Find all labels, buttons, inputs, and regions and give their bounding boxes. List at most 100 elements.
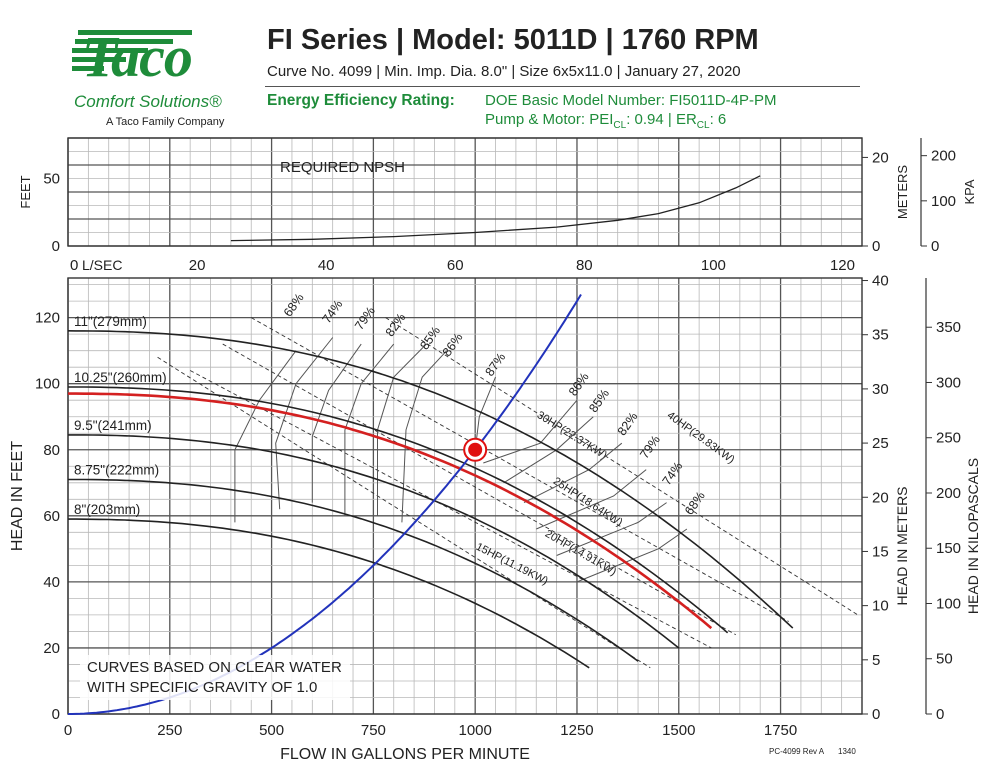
note-line-2: WITH SPECIFIC GRAVITY OF 1.0: [87, 679, 317, 696]
logo-family-text: A Taco Family Company: [106, 116, 225, 128]
curve-subtitle: Curve No. 4099 | Min. Imp. Dia. 8.0" | S…: [267, 63, 741, 80]
lsec-tick-label: 40: [318, 257, 335, 274]
impeller-curve: [68, 434, 680, 649]
hp-dashed-line: [251, 317, 789, 622]
kpa-tick-label: 350: [936, 319, 961, 336]
lsec-label: L/SEC: [82, 257, 122, 273]
note-background: [80, 655, 350, 700]
lsec-tick-label: 20: [189, 257, 206, 274]
operating-point-marker: [468, 442, 483, 457]
npsh-kpa-label: KPA: [962, 179, 977, 204]
npsh-meters-tick-label: 0: [872, 238, 880, 255]
kpa-tick-label: 300: [936, 374, 961, 391]
er-subscript: CL: [696, 120, 710, 131]
impeller-label: 11"(279mm): [74, 314, 147, 329]
y-tick-label: 0: [52, 706, 60, 723]
footer-number: 1340: [838, 747, 856, 756]
system-curve: [68, 293, 582, 715]
npsh-title: REQUIRED NPSH: [280, 159, 405, 176]
efficiency-label: 85%: [417, 324, 443, 353]
lsec-tick-label: 60: [447, 257, 464, 274]
y-tick-label: 120: [35, 310, 60, 327]
footer-code: PC-4099 Rev A: [769, 747, 825, 756]
efficiency-contour: [344, 343, 395, 516]
x-axis-label: FLOW IN GALLONS PER MINUTE: [280, 746, 530, 763]
npsh-y-tick: 50: [43, 171, 60, 188]
meters-axis-label: HEAD IN METERS: [894, 486, 910, 605]
impeller-label: 10.25"(260mm): [74, 370, 167, 385]
y-tick-label: 80: [43, 442, 60, 459]
efficiency-label: 82%: [383, 311, 409, 340]
logo-stripes-icon: [72, 30, 192, 71]
efficiency-label: 68%: [682, 489, 708, 518]
er-value: : 6: [709, 111, 727, 128]
impeller-curve: [68, 518, 590, 669]
efficiency-label: 79%: [352, 304, 378, 333]
efficiency-contour: [275, 337, 334, 510]
hp-dashed-line: [222, 343, 736, 636]
lsec-tick-label: 100: [701, 257, 726, 274]
y-axis-label: HEAD IN FEET: [9, 441, 26, 551]
logo-wordmark: Taco: [82, 24, 193, 89]
lsec-tick-label: 80: [576, 257, 593, 274]
efficiency-label: 87%: [482, 350, 508, 379]
impeller-curve: [67, 330, 794, 629]
main-frame: [67, 277, 863, 715]
note-line-1: CURVES BASED ON CLEAR WATER: [87, 659, 342, 676]
x-tick-label: 1500: [662, 722, 695, 739]
doe-model-number: DOE Basic Model Number: FI5011D-4P-PM: [485, 92, 777, 109]
npsh-y-tick: 0: [52, 238, 60, 255]
efficiency-contour: [576, 528, 688, 583]
meters-tick-label: 5: [872, 652, 880, 669]
header-divider: [265, 86, 860, 87]
pei-subscript: CL: [613, 120, 627, 131]
meters-tick-label: 15: [872, 543, 889, 560]
efficiency-label: 85%: [586, 387, 612, 416]
meters-tick-label: 30: [872, 381, 889, 398]
x-tick-label: 1750: [764, 722, 797, 739]
hp-dashed-line: [189, 370, 712, 649]
logo-tagline: Comfort Solutions®: [74, 92, 222, 111]
impeller-curve: [68, 386, 729, 634]
efficiency-label: 74%: [660, 459, 686, 488]
npsh-frame: [67, 137, 863, 247]
npsh-kpa-tick-label: 200: [931, 148, 956, 165]
selected-impeller-curve: [68, 392, 713, 630]
meters-tick-label: 0: [872, 706, 880, 723]
kpa-tick-label: 0: [936, 706, 944, 723]
efficiency-contour: [234, 350, 297, 523]
efficiency-label: 74%: [320, 297, 346, 326]
impeller-label: 9.5"(241mm): [74, 418, 152, 433]
header: Taco Comfort Solutions® A Taco Family Co…: [0, 0, 1001, 135]
impeller-label: 8.75"(222mm): [74, 462, 159, 477]
lsec-tick-label: 0: [70, 257, 78, 274]
y-tick-label: 20: [43, 640, 60, 657]
kpa-axis-label: HEAD IN KILOPASCALS: [965, 458, 981, 614]
npsh-meters-label: METERS: [895, 165, 910, 220]
lsec-tick-label: 120: [830, 257, 855, 274]
y-tick-label: 40: [43, 574, 60, 591]
x-tick-label: 1000: [458, 722, 491, 739]
efficiency-label: 86%: [566, 370, 592, 399]
efficiency-label: 68%: [281, 291, 307, 320]
x-tick-label: 250: [157, 722, 182, 739]
efficiency-contour: [377, 343, 427, 516]
efficiency-contour: [556, 502, 667, 556]
impeller-curve: [68, 478, 639, 662]
efficiency-label: 79%: [637, 433, 663, 462]
pei-prefix: Pump & Motor: PEI: [485, 111, 614, 128]
impeller-label: 8"(203mm): [74, 502, 140, 517]
kpa-tick-label: 100: [936, 595, 961, 612]
x-tick-label: 0: [64, 722, 72, 739]
npsh-meters-tick-label: 20: [872, 149, 889, 166]
efficiency-contour: [401, 350, 448, 523]
page-title: FI Series | Model: 5011D | 1760 RPM: [267, 24, 759, 56]
efficiency-rating-label: Energy Efficiency Rating:: [267, 92, 455, 109]
hp-label: 40HP(29.83KW): [665, 409, 737, 466]
efficiency-contour: [536, 469, 647, 530]
x-tick-label: 1250: [560, 722, 593, 739]
y-tick-label: 60: [43, 508, 60, 525]
pei-rating: Pump & Motor: PEICL: 0.94 | ERCL: 6: [485, 111, 726, 131]
npsh-feet-label: FEET: [18, 175, 33, 208]
kpa-tick-label: 250: [936, 430, 961, 447]
